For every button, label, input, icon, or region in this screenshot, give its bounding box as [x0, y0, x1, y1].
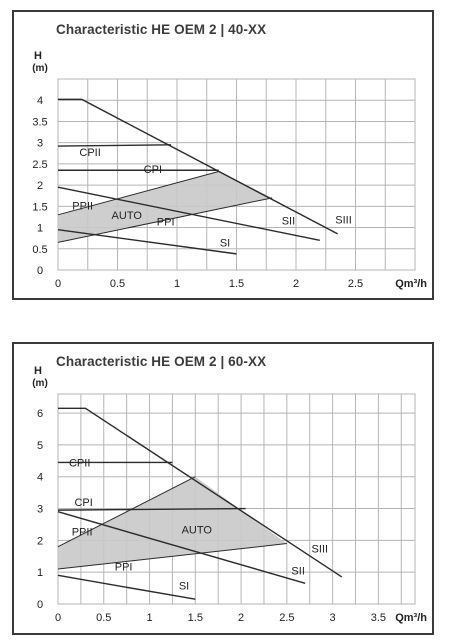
curve-label-si: SI: [220, 238, 230, 250]
y-tick-label: 4: [37, 95, 43, 107]
series-line-si: [57, 574, 196, 600]
y-axis-label: H: [34, 365, 42, 377]
curve-label-si: SI: [179, 581, 189, 593]
y-tick-label: 3: [37, 138, 43, 150]
curve-label-sii: SII: [291, 566, 304, 578]
x-tick-label: 3.5: [371, 612, 386, 624]
chart-panel-40xx: Characteristic HE OEM 2 | 40-XX 0 0.5 1 1.5…: [12, 10, 434, 300]
curve-label-ppii: PPII: [72, 200, 93, 212]
series-line-sii: [57, 186, 320, 241]
curve-label-cpi: CPI: [74, 497, 92, 509]
y-tick-label: 1: [37, 567, 43, 579]
y-tick-label: 6: [37, 408, 43, 420]
y-tick-label: 2.5: [32, 159, 47, 171]
y-tick-label: 4: [37, 472, 43, 484]
curve-label-ppi: PPI: [115, 562, 133, 574]
series-line-siii: [58, 407, 343, 578]
chart-title: Characteristic HE OEM 2 | 60-XX: [56, 354, 267, 369]
auto-band: [58, 171, 273, 243]
chart-60xx: 0 1 2 3 4 5 6 0 0.5 1 1.5 2 2.5 3 3.5 H(m) Qm³/h CPII CPI P…: [32, 365, 427, 624]
series-line-cpi: [57, 507, 246, 511]
x-tick-label: 3: [330, 612, 336, 624]
y-tick-label: 5: [37, 440, 43, 452]
curve-label-ppii: PPII: [72, 527, 93, 539]
curve-label-cpii: CPII: [79, 147, 100, 159]
series-line-ppii: [57, 171, 219, 216]
y-axis-unit: (m): [32, 378, 48, 389]
x-tick-label: 1.5: [229, 278, 244, 290]
y-tick-label: 0.5: [32, 244, 47, 256]
y-tick-label: 1: [37, 223, 43, 235]
chart-40xx: 0 0.5 1 1.5 2 2.5 3 3.5 4 0 0.5 1 1.5 2 2.5 H(m) Qm³/h CP…: [32, 50, 427, 290]
curve-label-ppi: PPI: [157, 216, 175, 228]
y-tick-label: 0: [37, 599, 43, 611]
series-line-siii: [58, 98, 338, 235]
series-line-ppii: [57, 476, 196, 548]
x-tick-label: 1: [174, 278, 180, 290]
curve-label-sii: SII: [282, 216, 295, 228]
x-tick-label: 1: [146, 612, 152, 624]
curve-label-auto: AUTO: [112, 210, 143, 222]
series-line-sii: [57, 511, 306, 584]
y-tick-label: 3: [37, 504, 43, 516]
x-tick-label: 2.5: [348, 278, 363, 290]
curve-label-cpi: CPI: [144, 164, 162, 176]
x-tick-label: 2: [238, 612, 244, 624]
curve-label-auto: AUTO: [182, 524, 213, 536]
series-line-si: [57, 228, 237, 255]
x-tick-label: 1.5: [188, 612, 203, 624]
y-tick-label: 0: [37, 265, 43, 277]
y-axis-unit: (m): [32, 63, 48, 74]
x-axis-label: Qm³/h: [395, 612, 427, 624]
y-tick-label: 1.5: [32, 201, 47, 213]
x-tick-label: 2.5: [279, 612, 294, 624]
series-line-ppi: [57, 197, 273, 243]
y-tick-label: 2: [37, 535, 43, 547]
y-tick-label: 3.5: [32, 116, 47, 128]
curve-label-siii: SIII: [312, 543, 329, 555]
chart-title: Characteristic HE OEM 2 | 40-XX: [56, 22, 267, 37]
x-tick-label: 0.5: [110, 278, 125, 290]
y-tick-label: 2: [37, 180, 43, 192]
x-axis-label: Qm³/h: [395, 278, 427, 290]
x-tick-label: 0: [55, 278, 61, 290]
x-tick-label: 0: [55, 612, 61, 624]
y-axis-label: H: [34, 50, 42, 62]
x-tick-label: 2: [293, 278, 299, 290]
series-line-cpii: [57, 144, 172, 147]
auto-band: [58, 476, 287, 569]
series-line-ppi: [57, 543, 287, 570]
curve-label-siii: SIII: [335, 214, 352, 226]
curve-label-cpii: CPII: [69, 458, 90, 470]
x-tick-label: 0.5: [96, 612, 111, 624]
